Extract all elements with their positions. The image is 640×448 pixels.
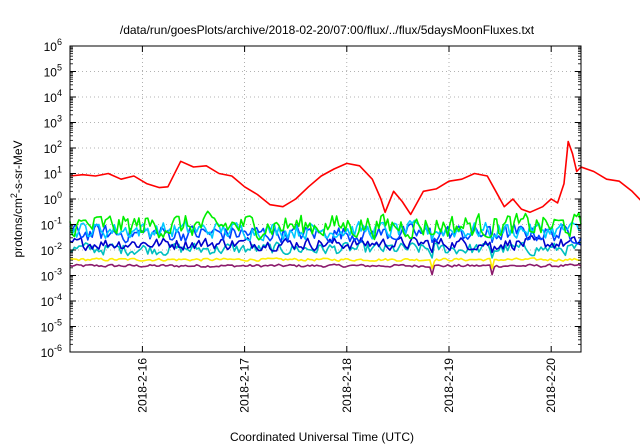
y-tick-label: 103 bbox=[44, 114, 62, 131]
x-tick-label: 2018-2-18 bbox=[340, 358, 354, 413]
x-tick-label: 2018-2-19 bbox=[442, 358, 456, 413]
x-tick-label: 2018-2-16 bbox=[135, 358, 149, 413]
series-line-4 bbox=[69, 235, 582, 254]
series-line-2 bbox=[69, 219, 582, 242]
y-tick-label: 104 bbox=[44, 88, 62, 105]
y-tick-label: 10-2 bbox=[41, 241, 62, 258]
series-line-6 bbox=[69, 257, 582, 270]
y-tick-label: 106 bbox=[44, 37, 62, 54]
ticks: 10-6 10-5 10-4 10-3 10-2 10-1 100 101 102 103 104 1… bbox=[41, 37, 581, 413]
y-tick-label: 10-4 bbox=[41, 292, 62, 309]
y-tick-label: 105 bbox=[44, 63, 62, 80]
x-tick-label: 2018-2-17 bbox=[238, 358, 252, 413]
y-axis-label-text: protons/cm2-s-sr-MeV bbox=[9, 140, 25, 257]
x-tick-label: 2018-2-20 bbox=[544, 358, 558, 413]
chart-title: /data/run/goesPlots/archive/2018-02-20/0… bbox=[120, 23, 535, 37]
series-line-1 bbox=[69, 210, 582, 241]
x-axis-label: Coordinated Universal Time (UTC) bbox=[230, 430, 414, 444]
y-tick-label: 101 bbox=[44, 165, 62, 182]
y-tick-label: 10-1 bbox=[41, 216, 62, 233]
series-layer bbox=[69, 140, 640, 276]
y-axis-label: protons/cm2-s-sr-MeV bbox=[9, 140, 25, 257]
y-tick-label: 10-3 bbox=[41, 267, 62, 284]
series-line-0 bbox=[69, 140, 640, 216]
y-tick-label: 100 bbox=[44, 190, 62, 207]
y-tick-label: 102 bbox=[44, 139, 62, 156]
grid bbox=[70, 46, 581, 352]
y-tick-label: 10-6 bbox=[41, 343, 62, 360]
y-tick-label: 10-5 bbox=[41, 318, 62, 335]
series-line-7 bbox=[69, 263, 582, 276]
series-line-5 bbox=[69, 240, 582, 259]
